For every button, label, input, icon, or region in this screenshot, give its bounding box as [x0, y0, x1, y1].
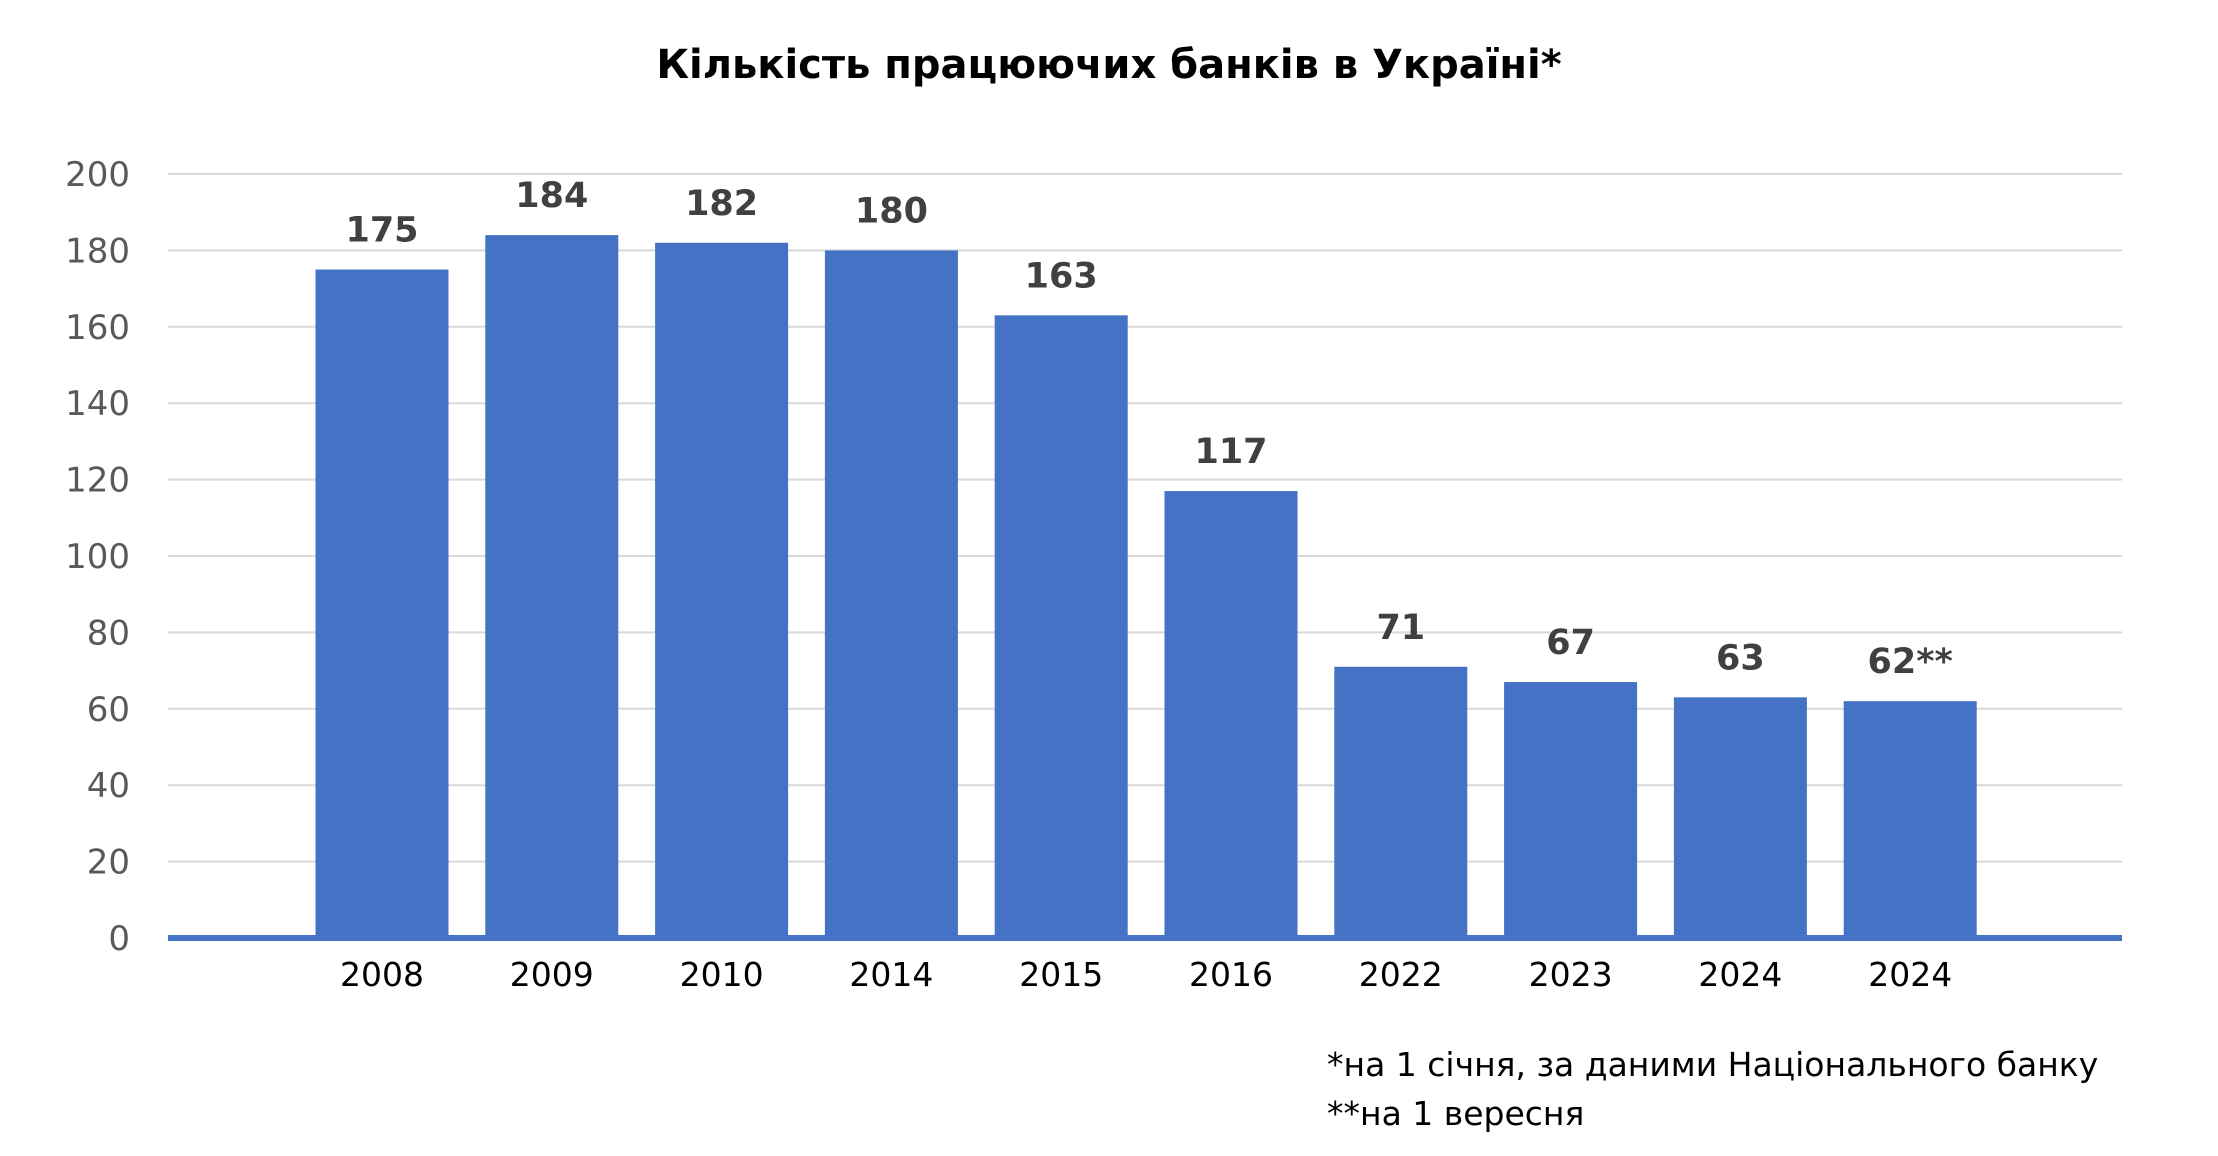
- data-label: 117: [1194, 432, 1267, 472]
- x-tick-label: 2023: [1529, 955, 1613, 994]
- data-label: 62**: [1868, 642, 1953, 682]
- x-tick-label: 2014: [849, 955, 933, 994]
- y-tick-label: 0: [108, 919, 130, 959]
- bars: [315, 235, 1977, 939]
- bar: [1673, 697, 1807, 938]
- y-tick-label: 40: [87, 766, 130, 806]
- y-tick-label: 60: [87, 690, 130, 730]
- data-label: 182: [685, 184, 758, 224]
- data-label: 175: [345, 211, 418, 251]
- x-tick-label: 2010: [680, 955, 764, 994]
- bar: [1843, 701, 1977, 938]
- data-label: 71: [1376, 608, 1425, 648]
- y-tick-label: 120: [65, 461, 130, 501]
- x-tick-label: 2008: [340, 955, 424, 994]
- y-tick-label: 20: [87, 843, 130, 883]
- y-tick-label: 180: [65, 231, 130, 271]
- gridlines: [168, 173, 2122, 863]
- x-tick-label: 2015: [1019, 955, 1103, 994]
- x-tick-label: 2024: [1698, 955, 1782, 994]
- bar: [1164, 491, 1298, 938]
- y-tick-label: 80: [87, 613, 130, 653]
- footnote-2: **на 1 вересня: [1327, 1094, 1584, 1133]
- bar: [655, 242, 789, 938]
- bar: [485, 235, 619, 938]
- y-tick-label: 200: [65, 155, 130, 195]
- footnote-1: *на 1 січня, за даними Національного бан…: [1327, 1045, 2098, 1084]
- bar: [994, 315, 1128, 939]
- x-tick-label: 2022: [1359, 955, 1443, 994]
- data-label: 67: [1546, 623, 1595, 663]
- y-tick-label: 100: [65, 537, 130, 577]
- data-label: 184: [515, 176, 588, 216]
- y-tick-label: 140: [65, 384, 130, 424]
- y-tick-label: 160: [65, 308, 130, 348]
- bar: [824, 250, 958, 938]
- data-label: 163: [1025, 256, 1098, 296]
- x-tick-label: 2009: [510, 955, 594, 994]
- bar: [315, 269, 449, 938]
- x-tick-label: 2024: [1868, 955, 1952, 994]
- data-labels: 175 184 182 180 163 117 71 67 63 62**: [345, 176, 1952, 682]
- data-label: 180: [855, 191, 928, 231]
- bar: [1504, 682, 1638, 938]
- x-axis-ticks: 2008 2009 2010 2014 2015 2016 2022 2023 2024 2024: [340, 955, 1952, 994]
- data-label: 63: [1716, 638, 1765, 678]
- chart-title: Кількість працюючих банків в Україні*: [656, 42, 1561, 88]
- bar: [1334, 666, 1468, 938]
- y-axis-ticks: 0 20 40 60 80 100 120 140 160 180 200: [65, 155, 130, 959]
- x-tick-label: 2016: [1189, 955, 1273, 994]
